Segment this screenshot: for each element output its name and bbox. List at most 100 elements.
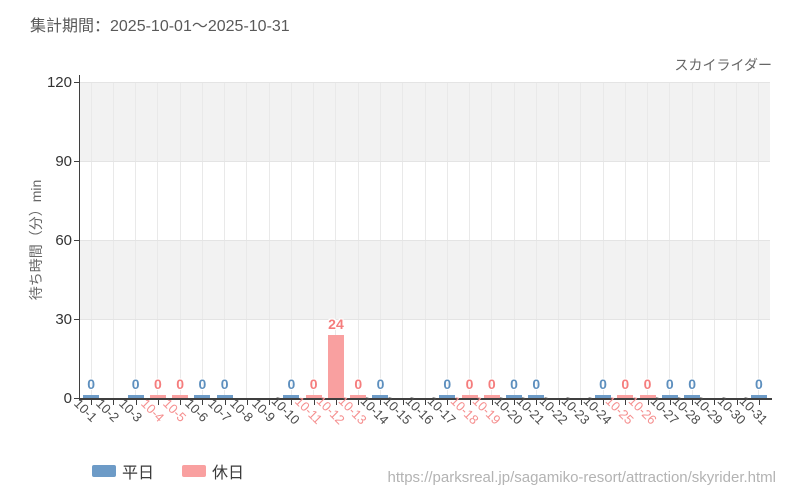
horizontal-gridline (80, 240, 770, 241)
x-axis-tick (491, 400, 493, 405)
y-tick-label: 90 (55, 153, 72, 170)
x-axis-tick (580, 400, 582, 405)
x-tick-label: 10-5 (160, 395, 190, 425)
x-axis-tick (736, 400, 738, 405)
x-tick-label: 10-13 (335, 393, 370, 428)
attraction-name: スカイライダー (674, 57, 772, 73)
vertical-gridline (647, 82, 649, 398)
x-tick-label: 10-19 (469, 393, 504, 428)
x-axis-tick (180, 400, 182, 405)
bar-value-label: 0 (532, 376, 541, 392)
x-tick-label: 10-25 (602, 393, 638, 428)
vertical-gridline (558, 82, 560, 398)
source-url: https://parksreal.jp/sagamiko-resort/att… (387, 469, 776, 486)
holiday-swatch (182, 465, 207, 477)
vertical-gridline (446, 82, 448, 398)
x-axis-tick (269, 400, 271, 405)
weekday-bar (506, 395, 523, 398)
y-tick-label: 30 (55, 311, 72, 328)
bar-value-label: 0 (643, 376, 652, 392)
weekday-bar (661, 395, 678, 398)
holiday-bar (639, 395, 656, 398)
x-axis-tick (246, 400, 248, 405)
y-axis-line (79, 75, 80, 399)
vertical-gridline (268, 82, 270, 398)
x-axis-tick (291, 400, 293, 405)
bar-value-label: 0 (510, 376, 518, 392)
x-axis-tick (758, 400, 760, 405)
x-tick-label: 10-14 (358, 393, 393, 428)
x-axis-tick (692, 400, 694, 405)
vertical-gridline (624, 82, 626, 398)
legend-item-weekday: 平日 (92, 459, 154, 483)
vertical-gridline (135, 82, 137, 398)
vertical-gridline (469, 82, 471, 398)
x-tick-label: 10-31 (736, 393, 771, 428)
x-axis-tick (625, 400, 627, 405)
bar-value-label: 0 (754, 376, 763, 392)
x-axis-tick (714, 400, 716, 405)
bar-value-label: 0 (153, 376, 162, 392)
x-tick-label: 10-18 (447, 393, 482, 428)
y-axis-tick (74, 240, 80, 241)
bar-value-label: 0 (465, 376, 474, 392)
weekday-bar (595, 395, 612, 398)
holiday-bar (483, 395, 500, 398)
weekday-swatch (92, 465, 116, 477)
x-tick-label: 10-24 (580, 393, 615, 428)
bar-value-label: 0 (443, 376, 452, 392)
weekday-legend-label: 平日 (122, 465, 155, 482)
holiday-bar (172, 395, 189, 398)
vertical-gridline (602, 82, 604, 398)
x-tick-label: 10-23 (558, 393, 593, 428)
horizontal-gridline (80, 161, 770, 162)
x-tick-label: 10-30 (714, 393, 749, 428)
horizontal-gridline (80, 82, 770, 83)
weekday-bar (83, 395, 100, 398)
x-axis-tick (402, 400, 404, 405)
x-tick-label: 10-1 (71, 395, 101, 425)
holiday-legend-label: 休日 (212, 465, 245, 482)
holiday-bar (149, 395, 166, 398)
x-axis-tick (380, 400, 382, 405)
x-axis-tick (335, 400, 337, 405)
vertical-gridline (290, 82, 292, 398)
x-tick-label: 10-22 (536, 393, 571, 428)
weekday-bar (216, 395, 233, 398)
x-tick-label: 10-16 (402, 393, 437, 428)
x-tick-label: 10-4 (138, 395, 168, 425)
bar-value-label: 0 (376, 376, 385, 392)
vertical-gridline (224, 82, 226, 398)
weekday-bar (439, 395, 456, 398)
weekday-bar (528, 395, 545, 398)
x-tick-label: 10-9 (249, 395, 279, 425)
vertical-gridline (736, 82, 738, 398)
vertical-gridline (201, 82, 203, 398)
legend-item-holiday: 休日 (182, 459, 244, 483)
x-axis-tick (91, 400, 93, 405)
plot-band (80, 240, 770, 319)
y-tick-label: 0 (63, 390, 72, 407)
vertical-gridline (313, 82, 315, 398)
weekday-bar (127, 395, 144, 398)
bar-value-label: 0 (665, 376, 674, 392)
y-axis-title: 待ち時間（分）min (28, 179, 44, 301)
x-tick-label: 10-11 (291, 393, 326, 428)
bar-value-label: 24 (328, 316, 344, 332)
x-tick-label: 10-12 (313, 393, 348, 428)
x-tick-label: 10-17 (424, 393, 460, 428)
x-tick-label: 10-26 (625, 393, 660, 428)
vertical-gridline (179, 82, 181, 398)
bar-value-label: 0 (487, 376, 496, 392)
holiday-bar (305, 395, 322, 398)
vertical-gridline (112, 82, 114, 398)
x-axis-tick (558, 400, 560, 405)
vertical-gridline (513, 82, 515, 398)
x-tick-label: 10-3 (115, 395, 145, 425)
vertical-gridline (402, 82, 404, 398)
vertical-gridline (157, 82, 159, 398)
plot-band (80, 82, 770, 161)
y-axis-tick (74, 82, 80, 83)
